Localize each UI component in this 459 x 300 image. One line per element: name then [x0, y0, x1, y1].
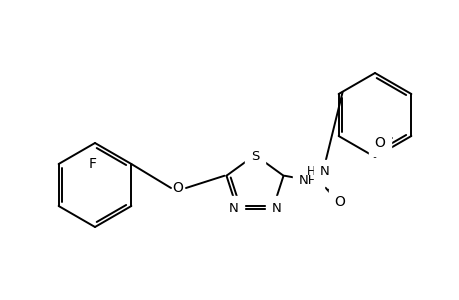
Text: NH: NH — [298, 174, 318, 187]
Text: N: N — [271, 202, 281, 215]
Text: O: O — [333, 195, 344, 209]
Text: F: F — [89, 157, 97, 171]
Text: N: N — [319, 165, 329, 178]
Text: O: O — [374, 136, 385, 150]
Text: S: S — [250, 151, 258, 164]
Text: H: H — [306, 165, 315, 178]
Text: N: N — [228, 202, 238, 215]
Text: O: O — [172, 181, 183, 195]
